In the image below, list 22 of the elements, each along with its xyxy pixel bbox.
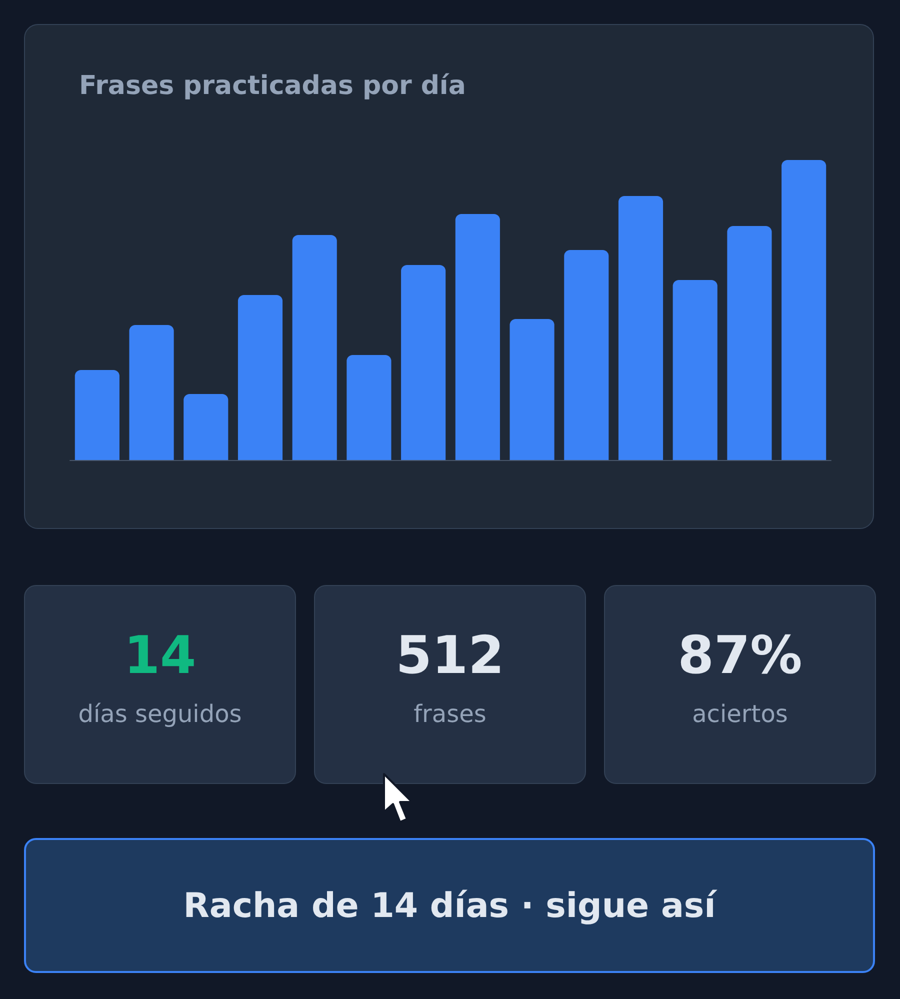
bar bbox=[618, 196, 664, 460]
bar bbox=[238, 295, 283, 460]
bar bbox=[727, 226, 772, 460]
text: 87% bbox=[676, 626, 804, 686]
bar bbox=[401, 265, 446, 460]
bar bbox=[346, 355, 392, 460]
text: 512 bbox=[394, 626, 506, 686]
bar bbox=[74, 370, 120, 460]
text: aciertos bbox=[691, 700, 789, 728]
bar bbox=[564, 250, 609, 460]
bar bbox=[672, 280, 718, 460]
bar bbox=[455, 214, 500, 460]
bar bbox=[184, 394, 228, 460]
bar bbox=[782, 160, 826, 460]
text: días seguidos bbox=[77, 700, 243, 728]
text: Racha de 14 días · sigue así bbox=[24, 838, 875, 973]
bar bbox=[129, 325, 174, 460]
bar bbox=[510, 319, 554, 460]
text: frases bbox=[412, 700, 488, 728]
bar bbox=[292, 235, 337, 460]
text: 14 bbox=[122, 626, 198, 686]
chart-title: Frases practicadas por día bbox=[79, 71, 466, 101]
